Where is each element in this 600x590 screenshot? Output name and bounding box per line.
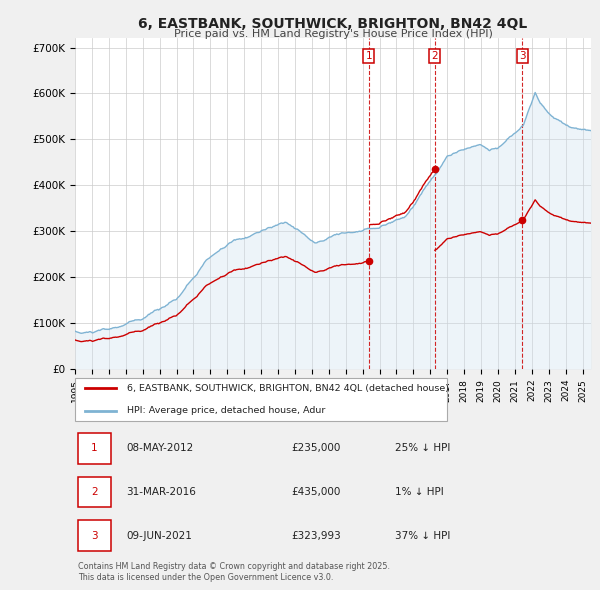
Text: 1: 1 bbox=[91, 443, 98, 453]
Text: £435,000: £435,000 bbox=[292, 487, 341, 497]
FancyBboxPatch shape bbox=[77, 433, 111, 464]
Text: 37% ↓ HPI: 37% ↓ HPI bbox=[395, 530, 450, 540]
Text: Price paid vs. HM Land Registry's House Price Index (HPI): Price paid vs. HM Land Registry's House … bbox=[173, 29, 493, 39]
Text: £323,993: £323,993 bbox=[292, 530, 341, 540]
FancyBboxPatch shape bbox=[77, 520, 111, 551]
Text: 2: 2 bbox=[431, 51, 438, 61]
Text: 2: 2 bbox=[91, 487, 98, 497]
FancyBboxPatch shape bbox=[77, 477, 111, 507]
Text: 08-MAY-2012: 08-MAY-2012 bbox=[127, 443, 194, 453]
Text: 31-MAR-2016: 31-MAR-2016 bbox=[127, 487, 196, 497]
Text: 3: 3 bbox=[519, 51, 526, 61]
Text: Contains HM Land Registry data © Crown copyright and database right 2025.
This d: Contains HM Land Registry data © Crown c… bbox=[77, 562, 389, 582]
Text: 1: 1 bbox=[365, 51, 372, 61]
Text: 6, EASTBANK, SOUTHWICK, BRIGHTON, BN42 4QL: 6, EASTBANK, SOUTHWICK, BRIGHTON, BN42 4… bbox=[139, 17, 527, 31]
Text: HPI: Average price, detached house, Adur: HPI: Average price, detached house, Adur bbox=[127, 407, 325, 415]
Text: 25% ↓ HPI: 25% ↓ HPI bbox=[395, 443, 450, 453]
Text: £235,000: £235,000 bbox=[292, 443, 341, 453]
Text: 09-JUN-2021: 09-JUN-2021 bbox=[127, 530, 193, 540]
Text: 6, EASTBANK, SOUTHWICK, BRIGHTON, BN42 4QL (detached house): 6, EASTBANK, SOUTHWICK, BRIGHTON, BN42 4… bbox=[127, 384, 449, 393]
FancyBboxPatch shape bbox=[75, 378, 446, 421]
Text: 3: 3 bbox=[91, 530, 98, 540]
Text: 1% ↓ HPI: 1% ↓ HPI bbox=[395, 487, 443, 497]
